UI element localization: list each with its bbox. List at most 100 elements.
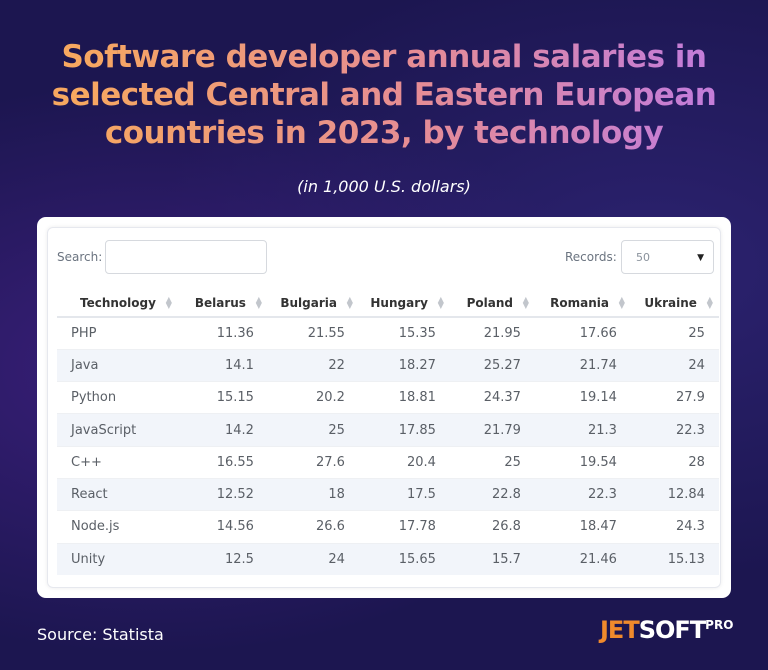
salary-cell: 21.95 bbox=[449, 316, 535, 350]
sort-updown-icon[interactable]: ▲ ▼ bbox=[346, 295, 353, 310]
salary-cell: 17.78 bbox=[358, 510, 450, 544]
sort-updown-icon[interactable]: ▲ ▼ bbox=[522, 295, 529, 310]
header-row: Technology ▲ ▼ Belarus ▲ ▼ Bulgaria ▲ ▼ Hungary ▲ ▼… bbox=[57, 289, 719, 318]
salary-cell: 24.3 bbox=[630, 510, 719, 544]
column-header-belarus[interactable]: Belarus ▲ ▼ bbox=[177, 289, 268, 318]
technology-cell: Unity bbox=[57, 542, 178, 576]
table-row: React 12.52 18 17.5 22.8 22.3 12.84 bbox=[57, 477, 719, 511]
salary-cell: 20.4 bbox=[358, 445, 450, 479]
salary-cell: 21.46 bbox=[534, 542, 631, 576]
salary-cell: 25 bbox=[267, 413, 359, 447]
technology-cell: Python bbox=[57, 381, 178, 414]
salary-cell: 12.52 bbox=[177, 477, 268, 511]
salary-cell: 24 bbox=[630, 348, 719, 382]
technology-cell: C++ bbox=[57, 445, 178, 479]
column-header-label: Bulgaria bbox=[280, 295, 337, 310]
search-input[interactable] bbox=[105, 240, 267, 274]
salary-cell: 11.36 bbox=[177, 316, 268, 350]
subtitle: (in 1,000 U.S. dollars) bbox=[297, 177, 471, 196]
source-note: Source: Statista bbox=[37, 625, 164, 644]
table-card: Search: Records: 50 ▼ Technology ▲ ▼ Belaru… bbox=[37, 217, 731, 598]
table-row: Java 14.1 22 18.27 25.27 21.74 24 bbox=[57, 348, 719, 382]
salary-cell: 27.9 bbox=[630, 381, 719, 414]
column-header-label: Poland bbox=[466, 295, 513, 310]
salary-cell: 28 bbox=[630, 445, 719, 479]
salary-cell: 17.66 bbox=[534, 316, 631, 350]
salary-cell: 15.65 bbox=[358, 542, 450, 576]
table-row: PHP 11.36 21.55 15.35 21.95 17.66 25 bbox=[57, 316, 719, 350]
salary-cell: 16.55 bbox=[177, 445, 268, 479]
caret-down-icon: ▼ bbox=[697, 253, 704, 263]
sort-updown-icon[interactable]: ▲ ▼ bbox=[165, 295, 172, 310]
salary-cell: 15.35 bbox=[358, 316, 450, 350]
salary-cell: 18.81 bbox=[358, 381, 450, 414]
column-header-bulgaria[interactable]: Bulgaria ▲ ▼ bbox=[267, 289, 359, 318]
salary-cell: 25 bbox=[449, 445, 535, 479]
column-header-label: Belarus bbox=[194, 295, 246, 310]
salary-cell: 14.56 bbox=[177, 510, 268, 544]
page-title: Software developer annual salaries in se… bbox=[0, 38, 768, 152]
technology-cell: PHP bbox=[57, 316, 178, 350]
salary-cell: 21.74 bbox=[534, 348, 631, 382]
table-body: PHP 11.36 21.55 15.35 21.95 17.66 25 Java 14.1 22… bbox=[57, 316, 719, 576]
search-label: Search: bbox=[57, 250, 103, 264]
salary-cell: 21.55 bbox=[267, 316, 359, 350]
column-header-hungary[interactable]: Hungary ▲ ▼ bbox=[358, 289, 450, 318]
column-header-label: Romania bbox=[550, 295, 609, 310]
salary-cell: 22.8 bbox=[449, 477, 535, 511]
salary-cell: 22 bbox=[267, 348, 359, 382]
sort-updown-icon[interactable]: ▲ ▼ bbox=[706, 295, 713, 310]
table-container: Search: Records: 50 ▼ Technology ▲ ▼ Belaru… bbox=[47, 227, 721, 588]
column-header-ukraine[interactable]: Ukraine ▲ ▼ bbox=[630, 289, 719, 318]
column-header-romania[interactable]: Romania ▲ ▼ bbox=[534, 289, 631, 318]
salary-cell: 21.3 bbox=[534, 413, 631, 447]
sort-updown-icon[interactable]: ▲ ▼ bbox=[437, 295, 444, 310]
salary-cell: 22.3 bbox=[534, 477, 631, 511]
table-row: Unity 12.5 24 15.65 15.7 21.46 15.13 bbox=[57, 542, 719, 576]
records-label: Records: bbox=[565, 250, 617, 264]
sort-updown-icon[interactable]: ▲ ▼ bbox=[618, 295, 625, 310]
salary-cell: 25 bbox=[630, 316, 719, 350]
salary-cell: 26.6 bbox=[267, 510, 359, 544]
table-row: Python 15.15 20.2 18.81 24.37 19.14 27.9 bbox=[57, 381, 719, 414]
salary-cell: 19.14 bbox=[534, 381, 631, 414]
salary-cell: 25.27 bbox=[449, 348, 535, 382]
salary-cell: 24.37 bbox=[449, 381, 535, 414]
table-row: C++ 16.55 27.6 20.4 25 19.54 28 bbox=[57, 445, 719, 479]
salary-cell: 17.85 bbox=[358, 413, 450, 447]
salary-cell: 18.27 bbox=[358, 348, 450, 382]
salary-cell: 15.7 bbox=[449, 542, 535, 576]
sort-updown-icon[interactable]: ▲ ▼ bbox=[255, 295, 262, 310]
column-header-label: Ukraine bbox=[644, 295, 697, 310]
table-row: Node.js 14.56 26.6 17.78 26.8 18.47 24.3 bbox=[57, 510, 719, 544]
salary-cell: 14.1 bbox=[177, 348, 268, 382]
table-row: JavaScript 14.2 25 17.85 21.79 21.3 22.3 bbox=[57, 413, 719, 447]
salary-cell: 15.15 bbox=[177, 381, 268, 414]
salary-cell: 22.3 bbox=[630, 413, 719, 447]
data-table: Technology ▲ ▼ Belarus ▲ ▼ Bulgaria ▲ ▼ Hungary ▲ ▼… bbox=[57, 289, 719, 576]
column-header-label: Hungary bbox=[370, 295, 428, 310]
technology-cell: JavaScript bbox=[57, 413, 178, 447]
salary-cell: 17.5 bbox=[358, 477, 450, 511]
column-header-label: Technology bbox=[80, 295, 156, 310]
salary-cell: 21.79 bbox=[449, 413, 535, 447]
technology-cell: Node.js bbox=[57, 510, 178, 544]
salary-cell: 18.47 bbox=[534, 510, 631, 544]
technology-cell: React bbox=[57, 477, 178, 511]
salary-cell: 27.6 bbox=[267, 445, 359, 479]
salary-cell: 14.2 bbox=[177, 413, 268, 447]
salary-cell: 12.5 bbox=[177, 542, 268, 576]
salary-cell: 15.13 bbox=[630, 542, 719, 576]
column-header-poland[interactable]: Poland ▲ ▼ bbox=[449, 289, 535, 318]
salary-cell: 24 bbox=[267, 542, 359, 576]
salary-cell: 12.84 bbox=[630, 477, 719, 511]
salary-cell: 20.2 bbox=[267, 381, 359, 414]
records-select[interactable]: 50 ▼ bbox=[621, 240, 714, 274]
column-header-technology[interactable]: Technology ▲ ▼ bbox=[57, 289, 178, 318]
salary-cell: 18 bbox=[267, 477, 359, 511]
salary-cell: 19.54 bbox=[534, 445, 631, 479]
technology-cell: Java bbox=[57, 348, 178, 382]
jetsoftpro-logo: JETSOFTPRO bbox=[600, 616, 734, 644]
salary-cell: 26.8 bbox=[449, 510, 535, 544]
records-value: 50 bbox=[636, 251, 650, 264]
